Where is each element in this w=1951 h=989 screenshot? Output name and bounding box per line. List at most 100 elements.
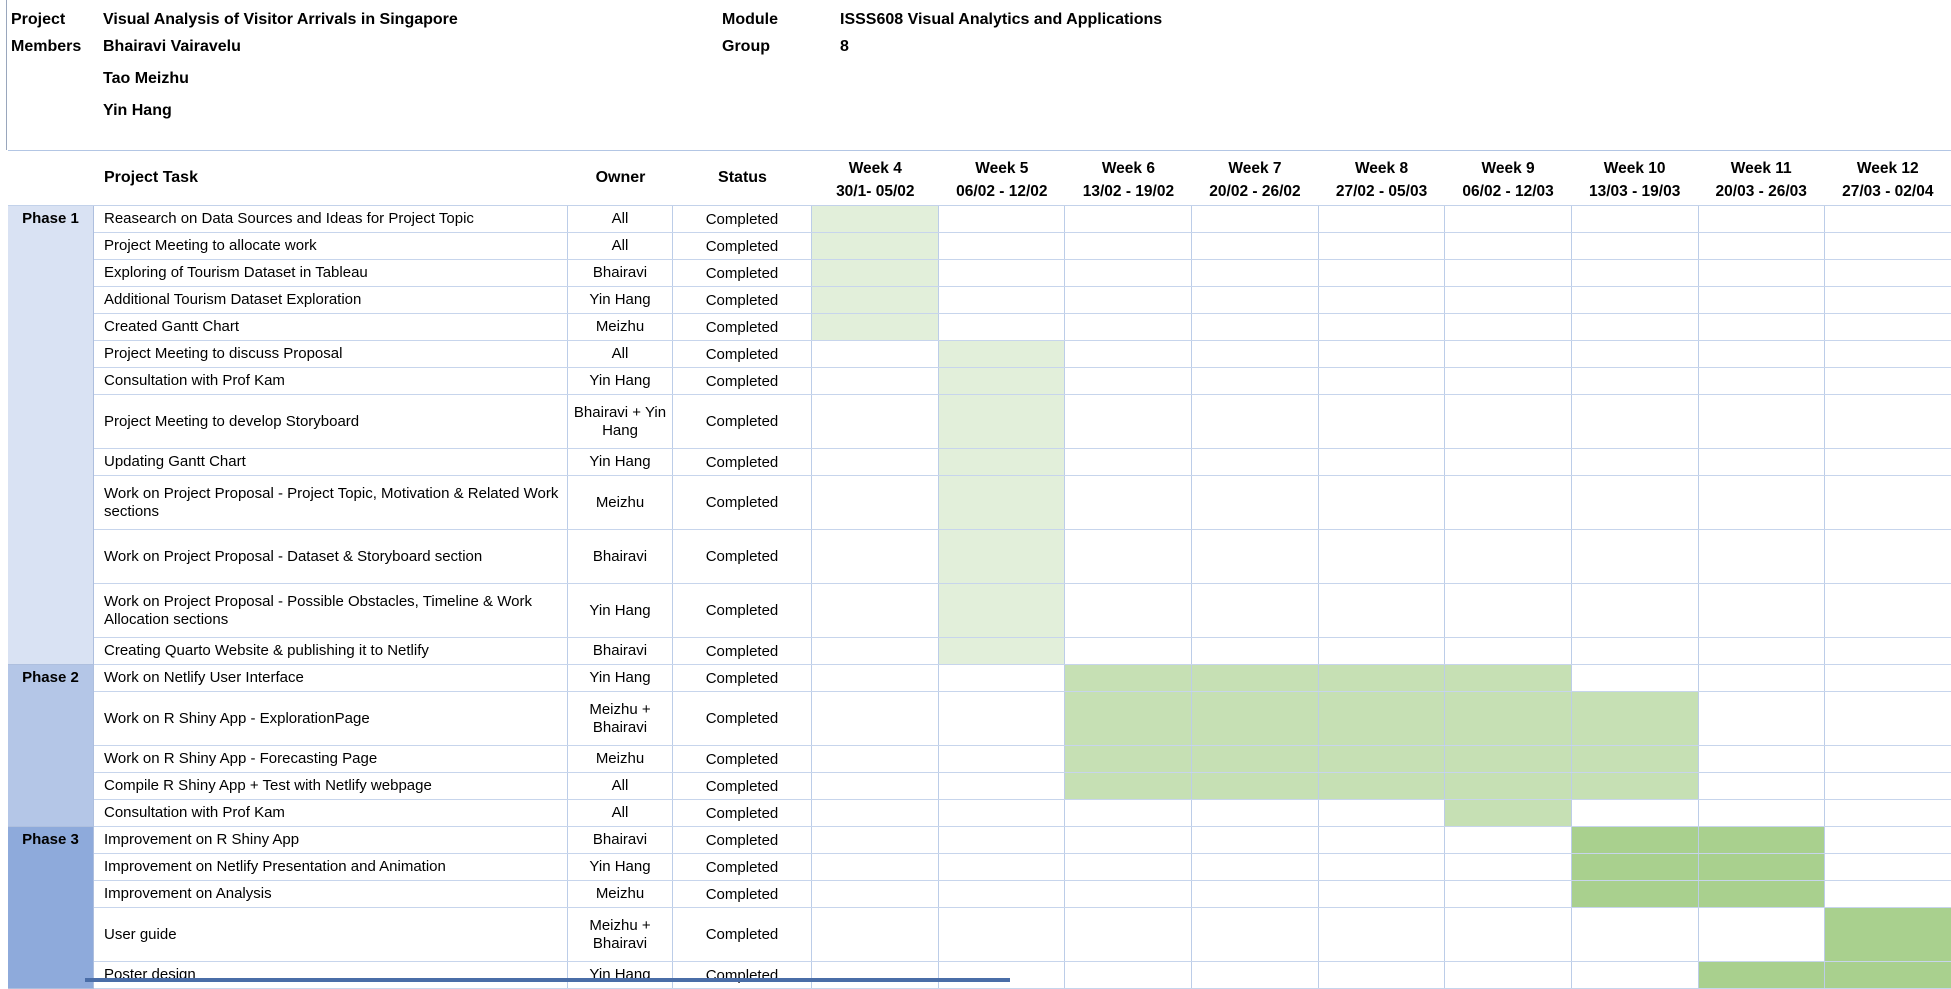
column-header-status[interactable]: Status (673, 151, 812, 205)
status-cell[interactable]: Completed (673, 233, 812, 259)
status-cell[interactable]: Completed (673, 827, 812, 853)
gantt-cell-week-7[interactable] (1192, 584, 1319, 637)
gantt-cell-week-6[interactable] (1065, 233, 1192, 259)
gantt-cell-week-6[interactable] (1065, 530, 1192, 583)
owner-cell[interactable]: Meizhu (568, 746, 673, 772)
gantt-cell-week-5[interactable] (939, 665, 1066, 691)
gantt-cell-week-7[interactable] (1192, 530, 1319, 583)
gantt-cell-week-9[interactable] (1445, 530, 1572, 583)
gantt-cell-week-5[interactable] (939, 773, 1066, 799)
task-cell[interactable]: Exploring of Tourism Dataset in Tableau (94, 260, 568, 286)
gantt-cell-week-4[interactable] (812, 827, 939, 853)
gantt-cell-week-10[interactable] (1572, 206, 1699, 232)
gantt-cell-week-7[interactable] (1192, 476, 1319, 529)
gantt-cell-week-7[interactable] (1192, 908, 1319, 961)
group-label[interactable]: Group (722, 31, 770, 63)
gantt-cell-week-8[interactable] (1319, 287, 1446, 313)
gantt-bar-cell-week-6[interactable] (1065, 773, 1192, 799)
gantt-cell-week-4[interactable] (812, 800, 939, 826)
gantt-cell-week-7[interactable] (1192, 314, 1319, 340)
gantt-bar-cell-week-9[interactable] (1445, 692, 1572, 745)
gantt-cell-week-6[interactable] (1065, 449, 1192, 475)
gantt-cell-week-11[interactable] (1699, 395, 1826, 448)
gantt-bar-cell-week-5[interactable] (939, 476, 1066, 529)
gantt-bar-cell-week-4[interactable] (812, 260, 939, 286)
gantt-cell-week-6[interactable] (1065, 800, 1192, 826)
task-cell[interactable]: Work on Project Proposal - Project Topic… (94, 476, 568, 529)
gantt-cell-week-12[interactable] (1825, 314, 1951, 340)
gantt-cell-week-7[interactable] (1192, 287, 1319, 313)
status-cell[interactable]: Completed (673, 341, 812, 367)
gantt-cell-week-5[interactable] (939, 287, 1066, 313)
gantt-cell-week-10[interactable] (1572, 314, 1699, 340)
gantt-cell-week-10[interactable] (1572, 638, 1699, 664)
task-cell[interactable]: Created Gantt Chart (94, 314, 568, 340)
gantt-bar-cell-week-11[interactable] (1699, 962, 1826, 988)
gantt-cell-week-4[interactable] (812, 530, 939, 583)
task-cell[interactable]: Improvement on Netlify Presentation and … (94, 854, 568, 880)
gantt-cell-week-11[interactable] (1699, 638, 1826, 664)
gantt-cell-week-8[interactable] (1319, 827, 1446, 853)
gantt-cell-week-6[interactable] (1065, 368, 1192, 394)
task-cell[interactable]: Work on R Shiny App - Forecasting Page (94, 746, 568, 772)
status-cell[interactable]: Completed (673, 746, 812, 772)
status-cell[interactable]: Completed (673, 368, 812, 394)
gantt-cell-week-12[interactable] (1825, 800, 1951, 826)
gantt-bar-cell-week-5[interactable] (939, 368, 1066, 394)
gantt-cell-week-10[interactable] (1572, 584, 1699, 637)
gantt-cell-week-8[interactable] (1319, 314, 1446, 340)
gantt-cell-week-10[interactable] (1572, 233, 1699, 259)
gantt-cell-week-12[interactable] (1825, 260, 1951, 286)
gantt-bar-cell-week-9[interactable] (1445, 665, 1572, 691)
gantt-cell-week-11[interactable] (1699, 206, 1826, 232)
gantt-cell-week-4[interactable] (812, 908, 939, 961)
task-cell[interactable]: Consultation with Prof Kam (94, 800, 568, 826)
gantt-cell-week-8[interactable] (1319, 206, 1446, 232)
gantt-cell-week-9[interactable] (1445, 908, 1572, 961)
phase-label[interactable]: Phase 1 (8, 206, 94, 665)
gantt-cell-week-4[interactable] (812, 665, 939, 691)
gantt-cell-week-11[interactable] (1699, 287, 1826, 313)
gantt-bar-cell-week-9[interactable] (1445, 746, 1572, 772)
task-cell[interactable]: Work on Project Proposal - Dataset & Sto… (94, 530, 568, 583)
gantt-cell-week-10[interactable] (1572, 287, 1699, 313)
gantt-cell-week-12[interactable] (1825, 233, 1951, 259)
gantt-cell-week-4[interactable] (812, 476, 939, 529)
gantt-cell-week-11[interactable] (1699, 773, 1826, 799)
gantt-cell-week-10[interactable] (1572, 260, 1699, 286)
gantt-cell-week-6[interactable] (1065, 827, 1192, 853)
task-cell[interactable]: Improvement on Analysis (94, 881, 568, 907)
status-cell[interactable]: Completed (673, 287, 812, 313)
gantt-cell-week-9[interactable] (1445, 827, 1572, 853)
gantt-bar-cell-week-9[interactable] (1445, 773, 1572, 799)
gantt-cell-week-12[interactable] (1825, 665, 1951, 691)
gantt-cell-week-11[interactable] (1699, 692, 1826, 745)
phase-label[interactable]: Phase 2 (8, 665, 94, 827)
gantt-cell-week-7[interactable] (1192, 368, 1319, 394)
gantt-cell-week-5[interactable] (939, 746, 1066, 772)
gantt-bar-cell-week-4[interactable] (812, 206, 939, 232)
status-cell[interactable]: Completed (673, 206, 812, 232)
gantt-bar-cell-week-8[interactable] (1319, 665, 1446, 691)
gantt-cell-week-9[interactable] (1445, 584, 1572, 637)
task-cell[interactable]: Compile R Shiny App + Test with Netlify … (94, 773, 568, 799)
gantt-cell-week-4[interactable] (812, 746, 939, 772)
gantt-cell-week-8[interactable] (1319, 395, 1446, 448)
owner-cell[interactable]: Yin Hang (568, 368, 673, 394)
gantt-cell-week-10[interactable] (1572, 449, 1699, 475)
status-cell[interactable]: Completed (673, 449, 812, 475)
gantt-cell-week-8[interactable] (1319, 449, 1446, 475)
gantt-bar-cell-week-5[interactable] (939, 638, 1066, 664)
gantt-cell-week-7[interactable] (1192, 962, 1319, 988)
gantt-cell-week-4[interactable] (812, 773, 939, 799)
owner-cell[interactable]: All (568, 206, 673, 232)
gantt-cell-week-8[interactable] (1319, 584, 1446, 637)
status-cell[interactable]: Completed (673, 773, 812, 799)
gantt-cell-week-6[interactable] (1065, 854, 1192, 880)
gantt-cell-week-12[interactable] (1825, 584, 1951, 637)
gantt-cell-week-6[interactable] (1065, 962, 1192, 988)
gantt-cell-week-9[interactable] (1445, 206, 1572, 232)
owner-cell[interactable]: All (568, 233, 673, 259)
